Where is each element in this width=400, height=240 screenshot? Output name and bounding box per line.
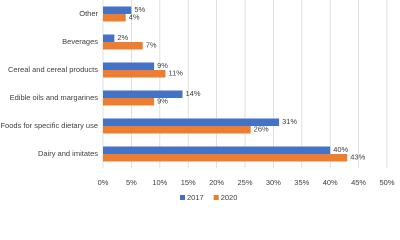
bar (103, 118, 280, 126)
x-tick-label: 5% (126, 178, 137, 187)
bar (103, 154, 348, 162)
data-label: 7% (146, 41, 157, 50)
bar (103, 70, 166, 78)
y-tick-label: Dairy and imitates (38, 149, 98, 158)
data-label: 9% (157, 61, 168, 70)
data-label: 5% (134, 5, 145, 14)
x-tick-label: 15% (181, 178, 196, 187)
legend-swatch (213, 195, 219, 200)
bar (103, 42, 143, 50)
bar (103, 34, 115, 42)
x-tick-label: 45% (351, 178, 366, 187)
data-label: 14% (186, 89, 201, 98)
y-tick-label: Cereal and cereal products (8, 65, 98, 74)
x-tick-label: 40% (323, 178, 338, 187)
bar (103, 146, 331, 154)
y-tick-label: Edible oils and margarines (10, 93, 99, 102)
bar (103, 6, 132, 14)
x-tick-label: 30% (266, 178, 281, 187)
legend-label: 2020 (221, 193, 238, 202)
bar (103, 62, 155, 70)
bar (103, 90, 183, 98)
data-label: 43% (350, 153, 365, 162)
data-label: 4% (129, 13, 140, 22)
x-tick-label: 35% (294, 178, 309, 187)
data-label: 40% (333, 145, 348, 154)
x-tick-label: 25% (237, 178, 252, 187)
bar (103, 126, 251, 134)
x-tick-label: 0% (98, 178, 109, 187)
y-tick-label: Foods for specific dietary use (0, 121, 98, 130)
data-label: 9% (157, 97, 168, 106)
data-label: 11% (168, 69, 183, 78)
legend-label: 2017 (187, 193, 204, 202)
bar (103, 14, 126, 22)
legend-swatch (180, 195, 185, 200)
data-label: 26% (254, 125, 269, 134)
x-tick-label: 10% (152, 178, 167, 187)
chart: 0% 5% 10% 15% 20% 25% 30% 35% 40% 45% 50%Other 5%4%… (0, 0, 395, 202)
bar (103, 98, 155, 106)
y-tick-label: Other (79, 9, 98, 18)
data-label: 2% (117, 33, 128, 42)
data-label: 31% (282, 117, 297, 126)
x-tick-label: 20% (209, 178, 224, 187)
y-tick-label: Beverages (62, 37, 98, 46)
x-tick-label: 50% (379, 178, 394, 187)
